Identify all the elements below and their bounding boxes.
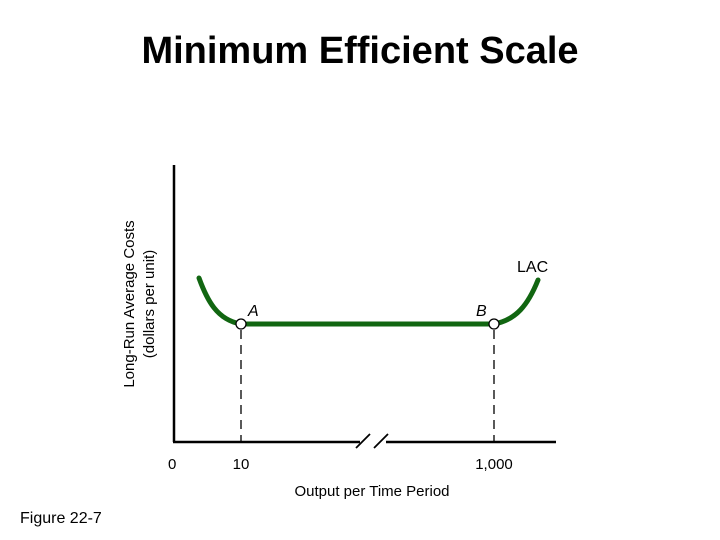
page-title: Minimum Efficient Scale [141, 30, 579, 72]
x-tick-label-10: 10 [233, 456, 250, 473]
point-a-marker [235, 318, 247, 330]
point-b-marker [488, 318, 500, 330]
series-label-lac: LAC [517, 259, 548, 276]
x-tick-label-1000: 1,000 [475, 456, 513, 473]
figure-label: Figure 22-7 [20, 510, 102, 527]
origin-label: 0 [168, 456, 176, 473]
x-axis-label: Output per Time Period [294, 483, 449, 500]
lac-curve [196, 275, 541, 327]
y-axis-label-line1: Long-Run Average Costs [121, 220, 138, 387]
point-b-label: B [476, 303, 487, 320]
axis-break-marks [355, 433, 389, 449]
y-axis-label-line2: (dollars per unit) [141, 250, 158, 358]
point-a-label: A [247, 303, 259, 320]
